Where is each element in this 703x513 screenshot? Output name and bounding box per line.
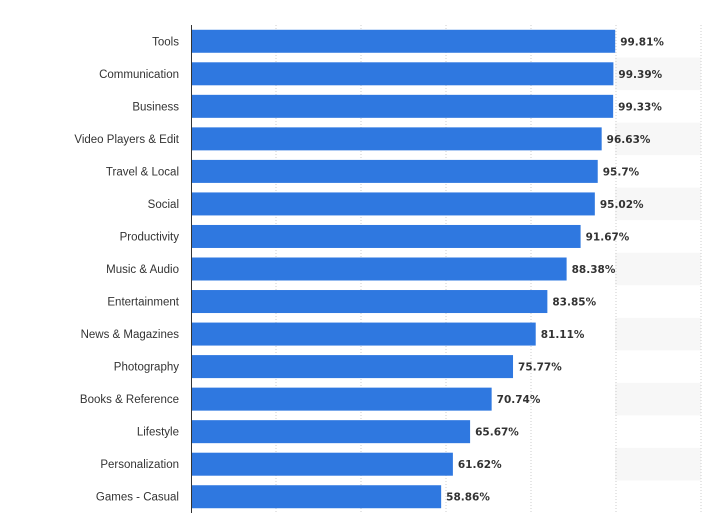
category-label: Games - Casual xyxy=(96,492,179,504)
category-label: Productivity xyxy=(120,231,180,243)
category-label: Communication xyxy=(99,69,179,81)
bar xyxy=(191,127,602,151)
row-bands xyxy=(615,57,701,481)
value-label: 95.02% xyxy=(600,199,644,211)
category-label: Lifestyle xyxy=(137,427,179,439)
category-label: Tools xyxy=(152,36,179,48)
category-label: Music & Audio xyxy=(106,264,179,276)
value-label: 99.33% xyxy=(618,101,662,113)
bars xyxy=(191,29,616,509)
value-label: 81.11% xyxy=(541,329,585,341)
value-label: 58.86% xyxy=(446,492,490,504)
row-band xyxy=(615,57,701,91)
row-band xyxy=(615,317,701,351)
value-label: 91.67% xyxy=(586,231,630,243)
value-labels: 99.81% 99.39% 99.33% 96.63% 95.7% 95.02% 91.67… xyxy=(446,36,664,503)
bar xyxy=(191,420,471,444)
value-label: 99.81% xyxy=(620,36,664,48)
category-label: News & Magazines xyxy=(81,329,180,341)
category-label: Business xyxy=(132,101,179,113)
category-label: Social xyxy=(148,199,179,211)
category-label: Photography xyxy=(114,362,179,374)
row-band xyxy=(615,122,701,156)
category-label: Personalization xyxy=(100,459,179,471)
value-label: 70.74% xyxy=(497,394,541,406)
bar xyxy=(191,485,442,509)
value-label: 96.63% xyxy=(607,134,651,146)
category-label: Books & Reference xyxy=(80,394,179,406)
value-label: 83.85% xyxy=(552,297,596,309)
row-band xyxy=(615,447,701,481)
bar xyxy=(191,94,614,118)
category-label: Entertainment xyxy=(107,297,179,309)
value-label: 88.38% xyxy=(572,264,616,276)
bar xyxy=(191,62,614,86)
bar xyxy=(191,452,453,476)
value-label: 75.77% xyxy=(518,362,562,374)
value-label: 99.39% xyxy=(618,69,662,81)
bar xyxy=(191,224,581,248)
bar xyxy=(191,355,514,379)
value-label: 65.67% xyxy=(475,427,519,439)
category-label: Video Players & Edit xyxy=(74,134,179,146)
bar xyxy=(191,29,616,53)
row-band xyxy=(615,382,701,416)
value-label: 61.62% xyxy=(458,459,502,471)
bar xyxy=(191,159,598,183)
bar xyxy=(191,257,567,281)
category-labels: Tools Communication Business Video Players … xyxy=(74,36,179,503)
category-label: Travel & Local xyxy=(106,166,179,178)
bar xyxy=(191,290,548,314)
row-band xyxy=(615,252,701,286)
row-band xyxy=(615,187,701,221)
bar xyxy=(191,322,536,346)
value-label: 95.7% xyxy=(603,166,640,178)
bar xyxy=(191,192,595,216)
bar xyxy=(191,387,492,411)
